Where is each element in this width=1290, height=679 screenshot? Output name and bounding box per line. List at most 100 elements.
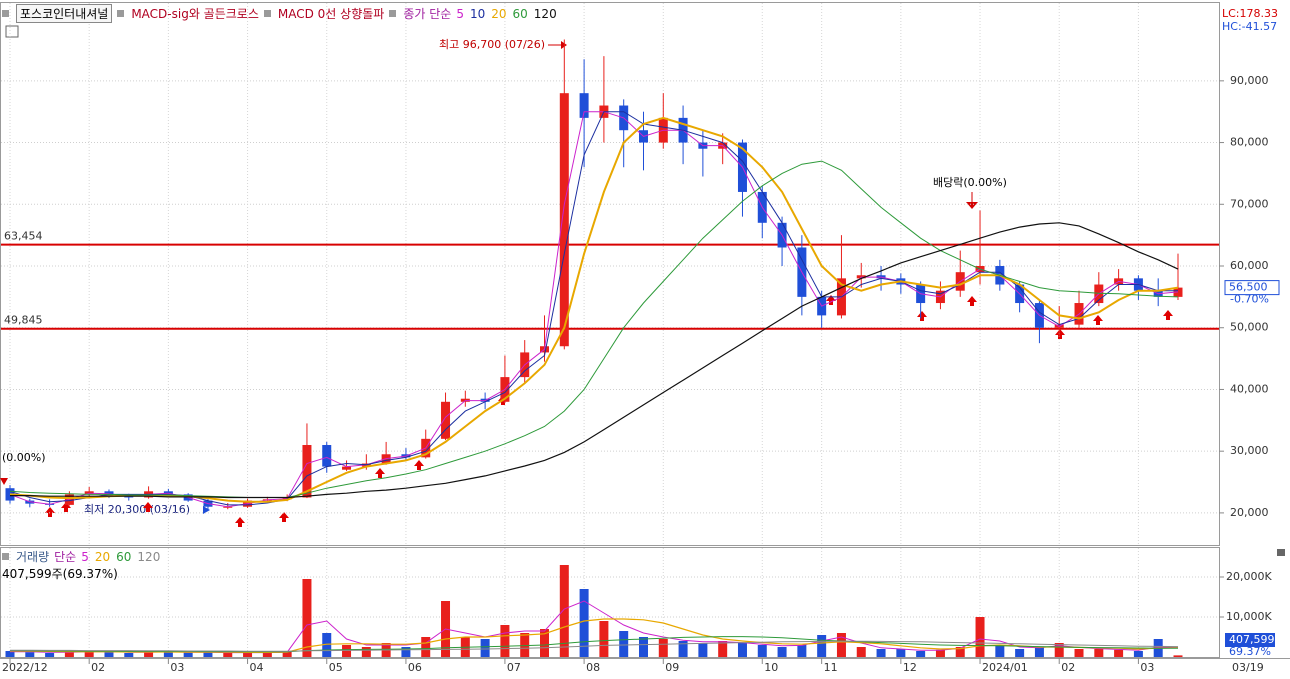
last-date-label: 03/19 (1232, 661, 1264, 674)
signal-arrow (1163, 310, 1173, 320)
lc-label: LC:178.33 (1222, 7, 1278, 20)
volume-ma-label: 단순 (54, 550, 77, 564)
volume-bar (817, 635, 827, 657)
volume-badge (1225, 633, 1275, 647)
x-tick-label: 11 (824, 661, 838, 674)
volume-panel-frame (0, 547, 1220, 658)
ex-dividend-annotation: 배당락(0.00%) (933, 176, 1007, 189)
signal-arrow (279, 512, 289, 522)
y-tick-label: 20,000 (1230, 506, 1269, 519)
volume-bar (480, 639, 490, 657)
high-annotation: 최고 96,700 (07/26) (439, 38, 545, 51)
volume-bar (995, 645, 1005, 657)
candle-body (579, 93, 589, 118)
candle-body (5, 488, 15, 501)
moving-average-line (9, 636, 1178, 653)
volume-bar (797, 645, 807, 657)
volume-bar (1034, 647, 1044, 657)
last-price-label: 56,500 (1229, 281, 1268, 294)
volume-bar (84, 651, 94, 657)
y-tick-label: 50,000 (1230, 321, 1269, 334)
ma-legend: 5 10 20 60 120 (456, 7, 556, 21)
volume-bar (302, 579, 312, 657)
left-annotation: (0.00%) (2, 451, 46, 464)
volume-bar (836, 633, 846, 657)
signal-arrow (375, 468, 385, 478)
volume-ma-legend: 5 20 60 120 (81, 550, 160, 564)
volume-bar (322, 633, 332, 657)
legend-icon (2, 10, 9, 17)
volume-bar (64, 651, 74, 657)
legend-entry: 10 (469, 6, 486, 21)
volume-bar (737, 643, 747, 657)
volume-bar (579, 589, 589, 657)
grid-icon[interactable] (5, 25, 19, 38)
stock-name: 포스코인터내셔널 (16, 4, 113, 23)
volume-bar (1054, 643, 1064, 657)
legend-entry: 20 (94, 549, 111, 564)
volume-bar (599, 621, 609, 657)
x-tick-label: 10 (764, 661, 778, 674)
volume-bar (401, 647, 411, 657)
candle-body (223, 506, 233, 508)
volume-legend: 거래량 단순 5 20 60 120 407,599주(69.37%) (2, 548, 160, 582)
x-tick-label: 03 (170, 661, 184, 674)
volume-bar (1114, 649, 1124, 657)
volume-bar (698, 643, 708, 657)
signal-arrow (826, 295, 836, 305)
legend-icon (117, 10, 125, 17)
volume-bar (540, 629, 550, 657)
volume-bar (500, 625, 510, 657)
chart-legend: 포스코인터내셔널 MACD-sig와 골든크로스 MACD 0선 상향돌파 종가… (2, 4, 557, 23)
signal-arrow (61, 502, 71, 512)
volume-bar (1074, 649, 1084, 657)
legend-icon (389, 10, 397, 17)
price-panel-frame (0, 2, 1220, 546)
candle-body (302, 445, 312, 498)
volume-bar (1173, 655, 1183, 657)
signal-arrow (143, 502, 153, 512)
legend-entry: 5 (81, 549, 89, 564)
x-tick-label: 06 (408, 661, 422, 674)
indicator-label: MACD 0선 상향돌파 (277, 7, 385, 21)
signal-arrows (45, 295, 1173, 527)
reference-label: 49,845 (4, 314, 43, 327)
ma-label: 종가 단순 (403, 7, 452, 21)
volume-ratio-label: 69.37% (1229, 645, 1271, 658)
hc-label: HC:-41.57 (1222, 20, 1277, 33)
volume-bar (757, 645, 767, 657)
volume-bar (243, 652, 253, 657)
volume-bar (1133, 651, 1143, 657)
last-price-badge (1224, 280, 1280, 296)
candle-body (441, 401, 451, 439)
volume-bar (25, 652, 35, 657)
volume-current: 407,599주(69.37%) (2, 567, 118, 581)
volume-bar (203, 651, 213, 657)
volume-panel-button[interactable] (1277, 549, 1285, 556)
volume-bar (1094, 649, 1104, 657)
signal-arrow (1093, 315, 1103, 325)
candle-body (322, 445, 332, 467)
volume-bar (955, 647, 965, 657)
x-tick-label: 12 (903, 661, 917, 674)
moving-average-line (9, 116, 1179, 503)
volume-bar (45, 653, 55, 657)
volume-bar (777, 647, 787, 657)
volume-bar (5, 651, 15, 657)
volume-bar (896, 649, 906, 657)
volume-bar (935, 649, 945, 657)
x-tick-label: 02 (91, 661, 105, 674)
candle-body (342, 466, 352, 470)
x-tick-label: 08 (586, 661, 600, 674)
legend-entry: 60 (512, 6, 528, 21)
volume-bar (856, 647, 866, 657)
volume-bar (361, 647, 371, 657)
volume-bar (262, 653, 272, 657)
volume-bar (876, 649, 886, 657)
legend-entry: 5 (456, 6, 464, 21)
y-tick-label: 20,000K (1226, 570, 1272, 583)
volume-bar (678, 641, 688, 657)
reference-label: 63,454 (4, 230, 43, 243)
legend-icon (2, 553, 9, 560)
